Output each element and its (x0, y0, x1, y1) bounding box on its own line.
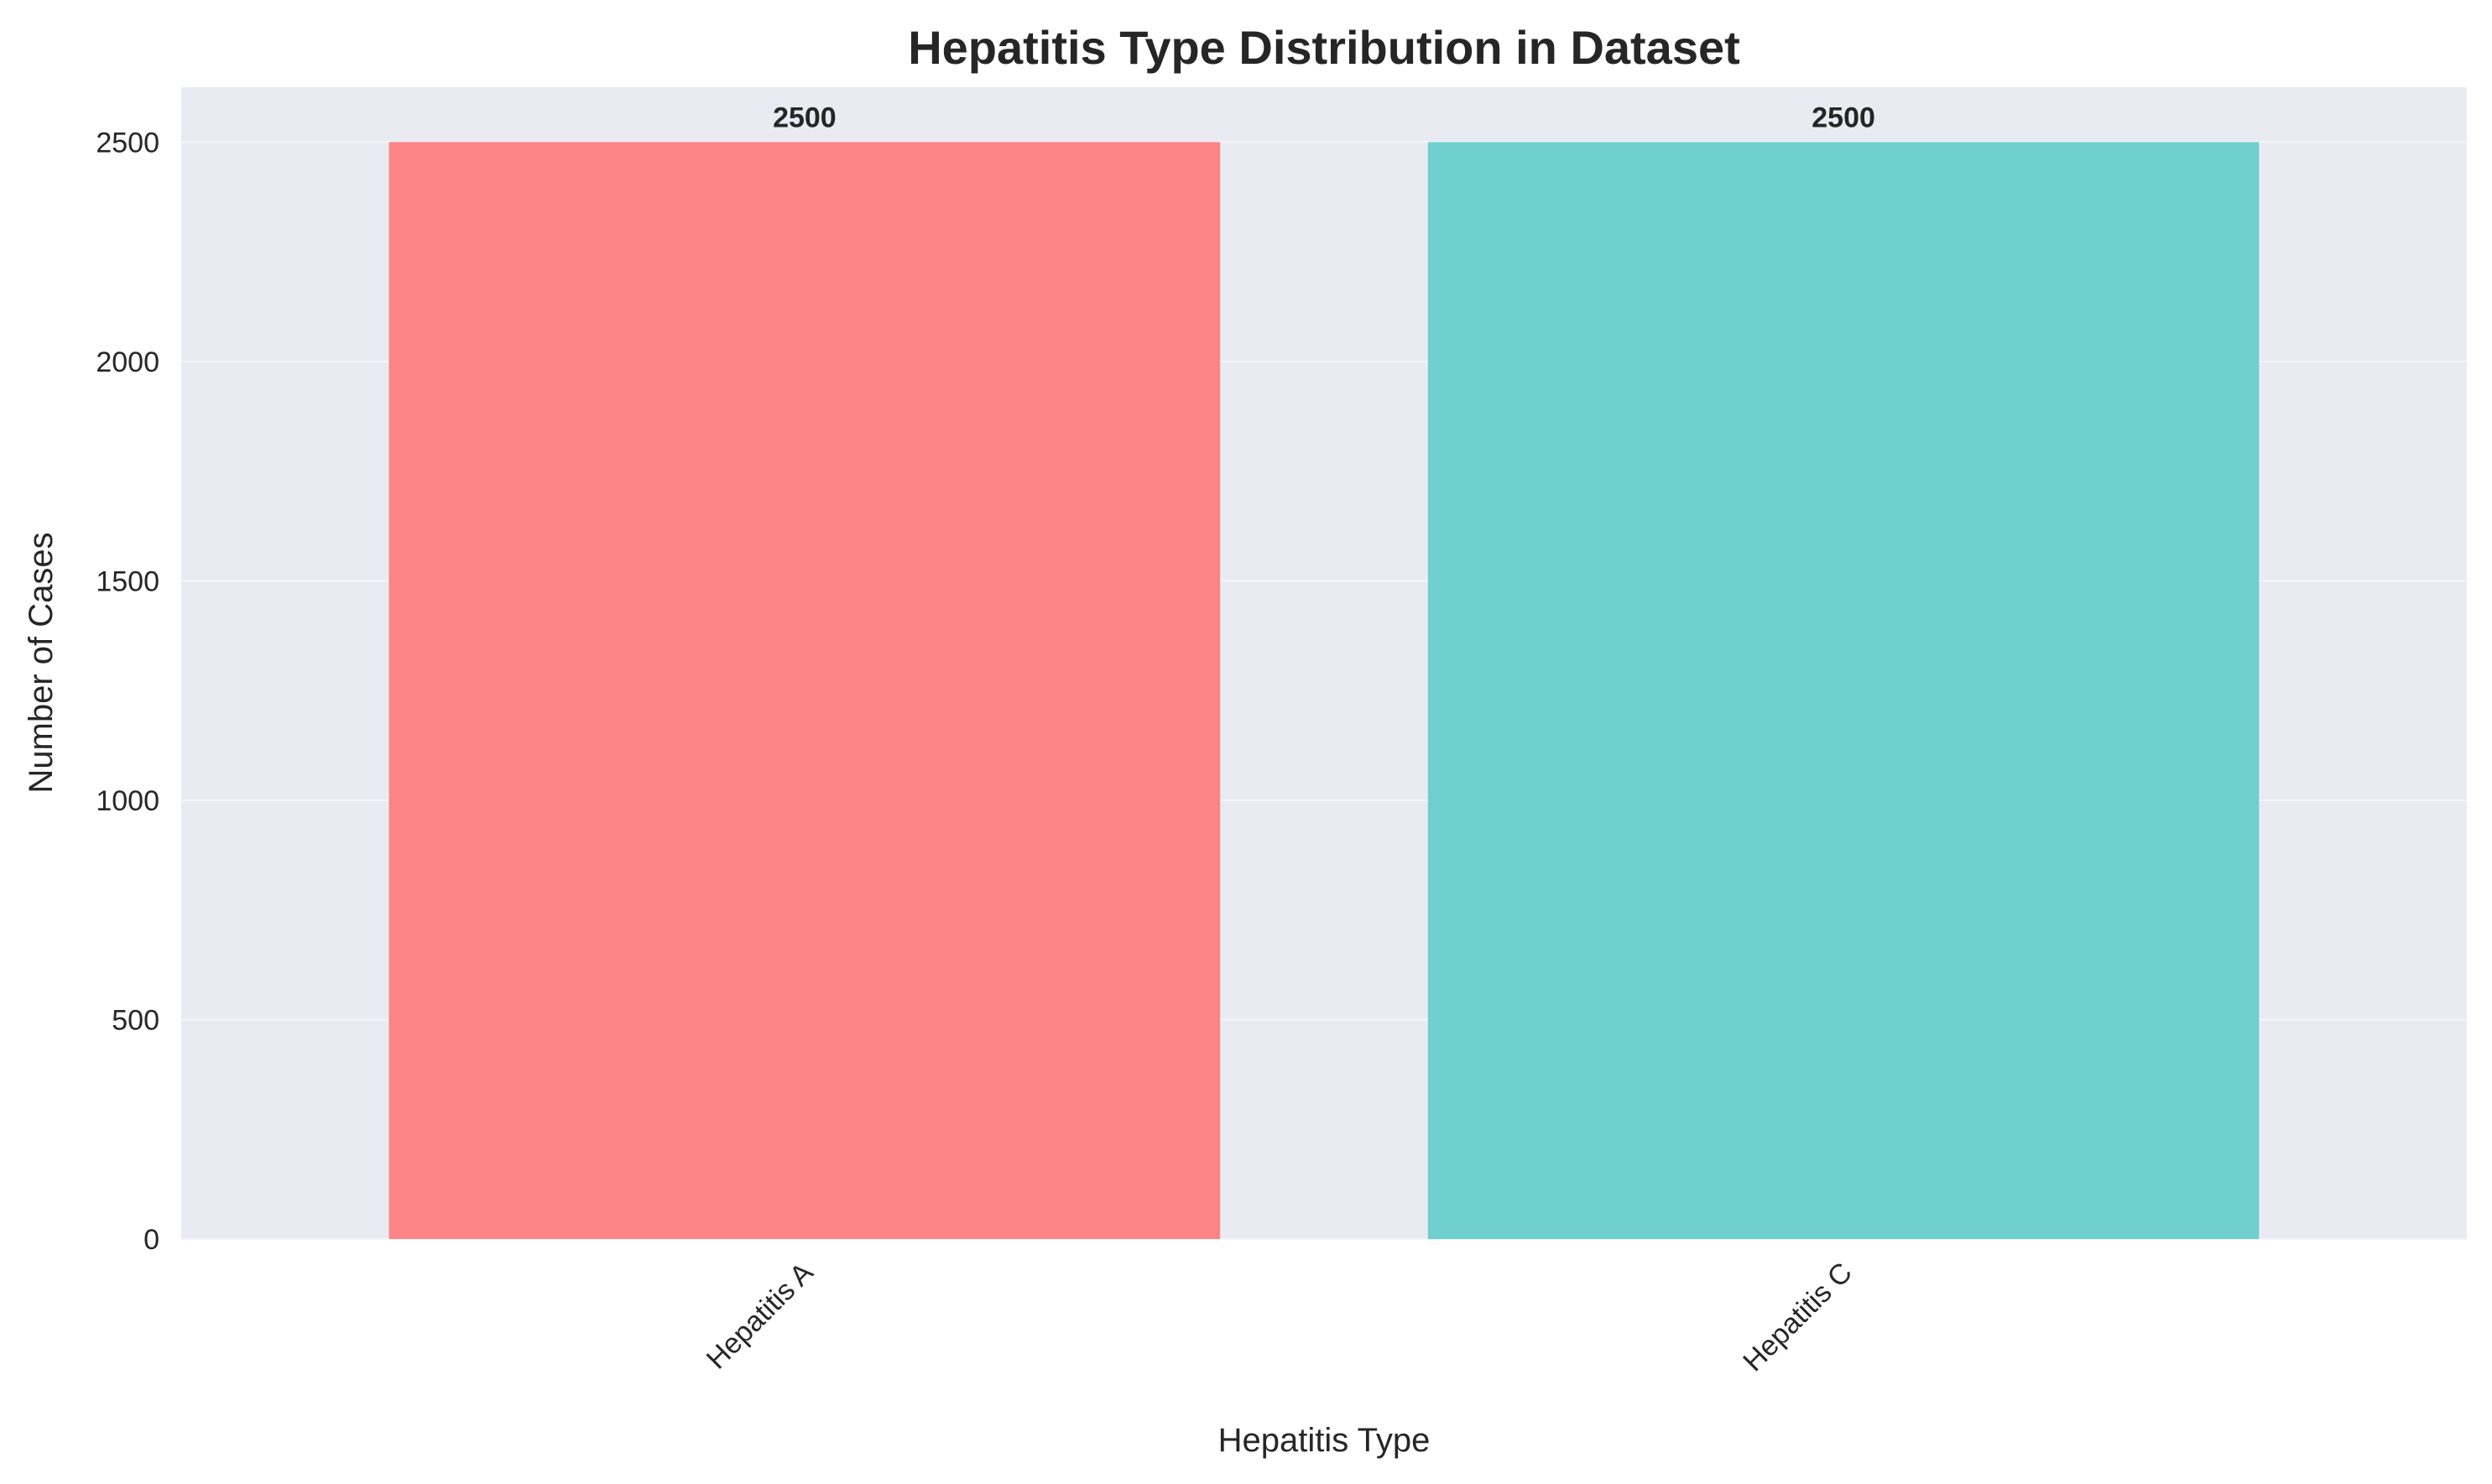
x-tick-label: Hepatitis C (1737, 1257, 1858, 1377)
y-axis-label: Number of Cases (23, 532, 60, 793)
y-tick-label: 1000 (96, 785, 159, 817)
y-tick-label: 500 (112, 1004, 159, 1036)
x-tick-label: Hepatitis A (701, 1257, 820, 1376)
chart-title: Hepatitis Type Distribution in Dataset (908, 21, 1740, 74)
x-axis-label: Hepatitis Type (1218, 1422, 1431, 1459)
bars: 2500 2500 (388, 102, 2260, 1239)
bar-value-label: 2500 (1812, 102, 1875, 133)
y-axis-ticks: 0 500 1000 1500 2000 2500 (96, 127, 159, 1256)
bar-value-label: 2500 (773, 102, 837, 133)
y-tick-label: 0 (143, 1224, 159, 1256)
x-axis-ticks: Hepatitis A Hepatitis C (701, 1257, 1859, 1378)
bar (388, 142, 1221, 1239)
bar (1427, 142, 2260, 1239)
y-tick-label: 2000 (96, 346, 159, 378)
y-tick-label: 2500 (96, 127, 159, 159)
y-tick-label: 1500 (96, 565, 159, 597)
